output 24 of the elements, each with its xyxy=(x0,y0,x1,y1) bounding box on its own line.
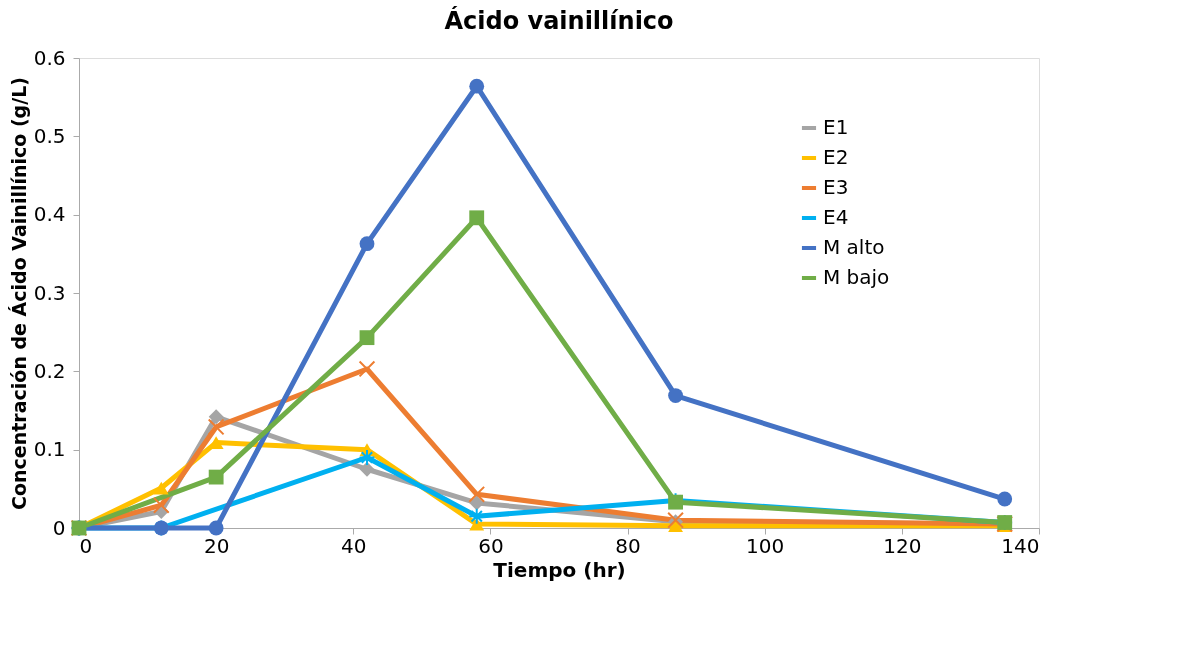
x-axis-title: Tiempo (hr) xyxy=(493,557,626,582)
chart-title: Ácido vainillínico xyxy=(444,6,674,35)
legend-label: E4 xyxy=(823,205,849,229)
y-tick-label: 0.1 xyxy=(33,437,66,462)
y-axis-title: Concentración de Ácido Vainillínico (g/L) xyxy=(7,77,30,510)
x-tick-label: 20 xyxy=(203,533,230,558)
legend-label: M alto xyxy=(823,235,885,259)
x-tick-label: 100 xyxy=(746,533,785,558)
legend-label: E2 xyxy=(823,145,849,169)
y-tick-label: 0.2 xyxy=(33,358,66,383)
x-tick-label: 40 xyxy=(341,533,367,558)
legend-label: E3 xyxy=(823,175,849,199)
y-tick-label: 0 xyxy=(52,515,66,540)
legend-label: E1 xyxy=(823,115,849,139)
x-tick-label: 0 xyxy=(79,533,93,558)
legend-label: M bajo xyxy=(823,265,890,289)
x-tick-label: 80 xyxy=(615,533,641,558)
x-tick-label: 120 xyxy=(883,533,922,558)
y-tick-label: 0.3 xyxy=(33,280,66,305)
y-tick-label: 0.5 xyxy=(33,123,66,148)
y-tick-label: 0.6 xyxy=(33,45,66,70)
y-tick-label: 0.4 xyxy=(33,202,66,227)
x-tick-label: 60 xyxy=(478,533,504,558)
x-tick-label: 140 xyxy=(1001,533,1040,558)
